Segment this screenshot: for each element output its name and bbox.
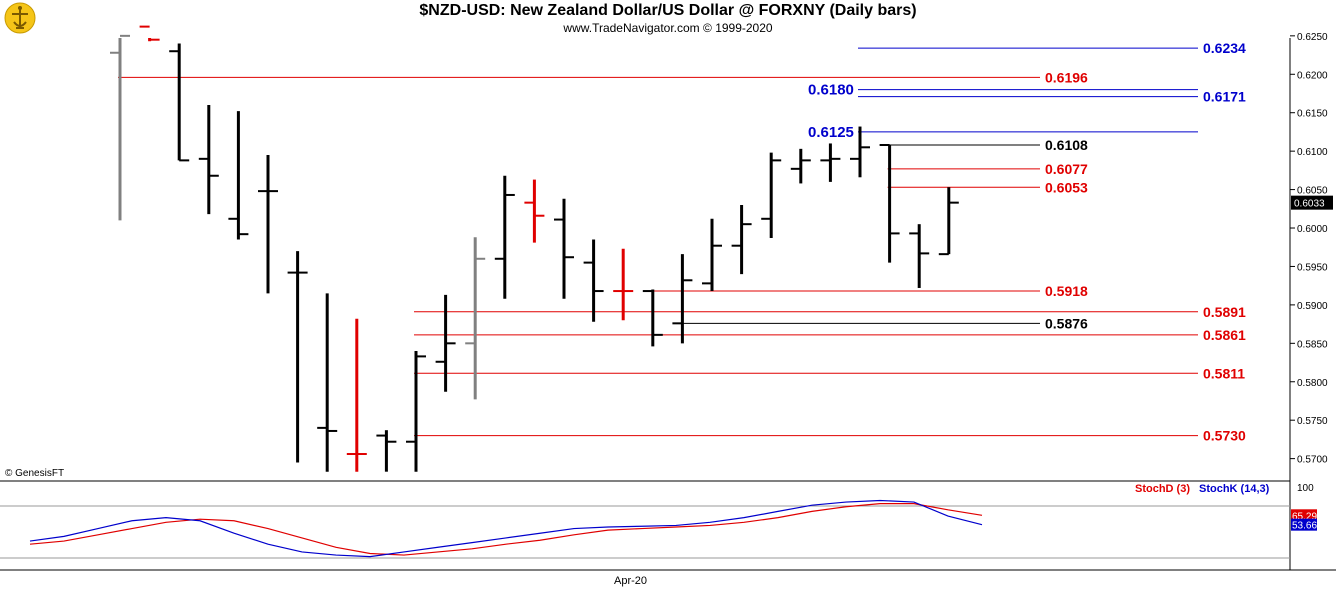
stoch-line	[29, 503, 983, 556]
legend-stoch-k: StochK (14,3)	[1199, 483, 1270, 495]
last-price-label: 0.6033	[1294, 199, 1325, 210]
level-label: 0.6077	[1045, 161, 1088, 177]
chart-header: $NZD-USD: New Zealand Dollar/US Dollar @…	[0, 0, 1336, 38]
level-label: 0.6180	[808, 82, 854, 99]
level-label: 0.6053	[1045, 179, 1088, 195]
level-label: 0.6196	[1045, 69, 1088, 85]
level-label: 0.5861	[1203, 327, 1246, 343]
y-axis-tick-label: 0.5900	[1297, 301, 1328, 312]
y-axis-tick-label: 0.6000	[1297, 224, 1328, 235]
y-axis-tick-label: 0.5850	[1297, 339, 1328, 350]
y-axis-tick-label: 0.5700	[1297, 455, 1328, 466]
y-axis-tick-label: 0.5950	[1297, 262, 1328, 273]
level-label: 0.5811	[1203, 365, 1245, 381]
legend-stoch-d: StochD (3)	[1135, 483, 1190, 495]
y-axis-tick-label: 0.5750	[1297, 416, 1328, 427]
stoch-value-label: 53.66	[1292, 521, 1317, 532]
level-label: 0.5891	[1203, 304, 1246, 320]
stoch-line	[29, 499, 983, 558]
level-label: 0.6171	[1203, 89, 1246, 105]
trade-navigator-logo-icon	[4, 2, 36, 34]
y-axis-tick-label: 0.6250	[1297, 32, 1328, 43]
chart-title: $NZD-USD: New Zealand Dollar/US Dollar @…	[419, 2, 917, 19]
stoch-axis-label: 100	[1297, 483, 1314, 494]
stoch-value-label: 65.29	[1292, 511, 1317, 522]
y-axis-tick-label: 0.6100	[1297, 147, 1328, 158]
copyright-label: © GenesisFT	[5, 468, 65, 479]
stoch-value-box	[1291, 509, 1317, 522]
level-label: 0.6108	[1045, 137, 1088, 153]
y-axis-tick-label: 0.5800	[1297, 378, 1328, 389]
y-axis-tick-label: 0.6200	[1297, 70, 1328, 81]
x-axis-tick-label: Apr-20	[614, 575, 648, 587]
last-price-box	[1291, 195, 1333, 210]
level-label: 0.5876	[1045, 315, 1088, 331]
level-label: 0.6125	[808, 124, 854, 141]
y-axis-tick-label: 0.6050	[1297, 186, 1328, 197]
chart-subtitle: www.TradeNavigator.com © 1999-2020	[563, 21, 773, 35]
y-axis-tick-label: 0.6150	[1297, 109, 1328, 120]
level-label: 0.6234	[1203, 40, 1246, 56]
level-label: 0.5730	[1203, 428, 1246, 444]
stoch-value-box	[1291, 518, 1317, 531]
level-label: 0.5918	[1045, 283, 1088, 299]
